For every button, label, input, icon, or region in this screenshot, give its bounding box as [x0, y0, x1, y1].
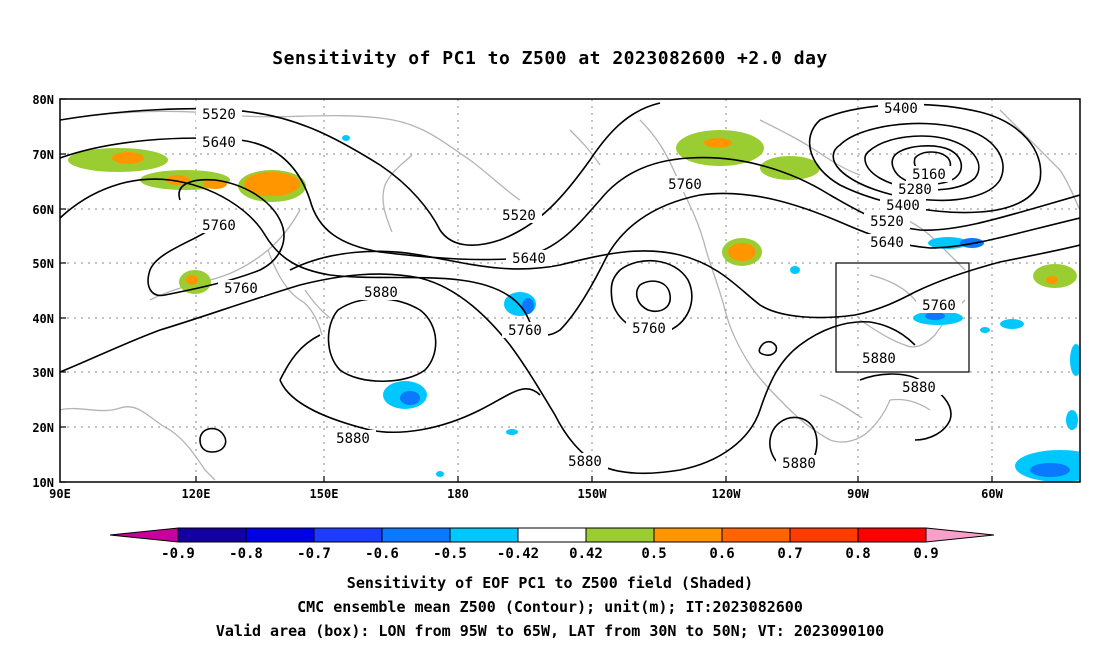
contour-label-5640: 5640	[512, 251, 546, 267]
contour-label-5640: 5640	[202, 135, 236, 151]
colorbar: -0.9 -0.8 -0.7 -0.6 -0.5 -0.42 0.42 0.5 …	[109, 527, 995, 562]
plot-border	[59, 98, 1081, 483]
contour-label-5880: 5880	[364, 285, 398, 301]
contour-label-5880: 5880	[568, 454, 602, 470]
lon-label-120w: 120W	[712, 487, 742, 501]
colorbar-label: 0.9	[913, 546, 938, 562]
lat-label-80n: 80N	[32, 93, 54, 107]
colorbar-label: 0.5	[641, 546, 666, 562]
contour-label-5760: 5760	[202, 218, 236, 234]
colorbar-label: 0.8	[845, 546, 870, 562]
contour-label-5520: 5520	[202, 107, 236, 123]
contour-label-5880: 5880	[782, 456, 816, 472]
lon-label-60w: 60W	[981, 487, 1003, 501]
colorbar-bin-4	[381, 527, 451, 543]
colorbar-bin-11	[857, 527, 927, 543]
colorbar-label: -0.9	[161, 546, 195, 562]
lat-label-20n: 20N	[32, 421, 54, 435]
valid-area-box	[835, 262, 970, 373]
contour-label-5760: 5760	[508, 323, 542, 339]
lon-label-180: 180	[447, 487, 469, 501]
longitude-labels: 90E 120E 150E 180 150W 120W 90W 60W	[49, 487, 1003, 501]
caption-contour: CMC ensemble mean Z500 (Contour); unit(m…	[297, 598, 803, 616]
lon-label-150w: 150W	[578, 487, 608, 501]
contour-label-5880: 5880	[862, 351, 896, 367]
colorbar-bin-3	[313, 527, 383, 543]
contour-label-5880: 5880	[336, 431, 370, 447]
contour-label-5160: 5160	[912, 167, 946, 183]
plot-area	[60, 99, 1080, 482]
colorbar-label: -0.7	[297, 546, 331, 562]
colorbar-label: 0.7	[777, 546, 802, 562]
colorbar-left-triangle	[109, 527, 179, 543]
contour-label-5760: 5760	[632, 321, 666, 337]
contour-label-5760: 5760	[668, 177, 702, 193]
lat-label-10n: 10N	[32, 476, 54, 490]
colorbar-right-triangle	[925, 527, 995, 543]
lon-label-150e: 150E	[310, 487, 339, 501]
lat-label-50n: 50N	[32, 257, 54, 271]
colorbar-bin-9	[721, 527, 791, 543]
lat-label-70n: 70N	[32, 148, 54, 162]
lat-label-30n: 30N	[32, 366, 54, 380]
figure-title: Sensitivity of PC1 to Z500 at 2023082600…	[272, 48, 828, 69]
caption-shading: Sensitivity of EOF PC1 to Z500 field (Sh…	[346, 574, 754, 592]
colorbar-bin-1	[177, 527, 247, 543]
colorbar-label: 0.42	[569, 546, 603, 562]
caption-valid-area: Valid area (box): LON from 95W to 65W, L…	[215, 622, 885, 640]
colorbar-bin-8	[653, 527, 723, 543]
lon-label-90w: 90W	[847, 487, 869, 501]
contour-label-5400: 5400	[886, 198, 920, 214]
lat-label-60n: 60N	[32, 203, 54, 217]
lon-label-120e: 120E	[182, 487, 211, 501]
contour-label-5760: 5760	[922, 298, 956, 314]
contour-label-5400: 5400	[884, 101, 918, 117]
contour-labels: 5520 5640 5760 5760 5880 5520 5640 5760 …	[196, 100, 962, 472]
colorbar-bin-7	[585, 527, 655, 543]
colorbar-label: -0.5	[433, 546, 467, 562]
lat-label-40n: 40N	[32, 312, 54, 326]
contour-label-5760: 5760	[224, 281, 258, 297]
colorbar-label: -0.6	[365, 546, 399, 562]
contour-label-5520: 5520	[870, 214, 904, 230]
contour-label-5880: 5880	[902, 380, 936, 396]
colorbar-bin-2	[245, 527, 315, 543]
colorbar-label: -0.42	[497, 546, 539, 562]
colorbar-bin-6	[517, 527, 587, 543]
contour-label-5520: 5520	[502, 208, 536, 224]
latitude-labels: 80N 70N 60N 50N 40N 30N 20N 10N	[32, 93, 54, 490]
colorbar-label: -0.8	[229, 546, 263, 562]
lon-label-90e: 90E	[49, 487, 71, 501]
contour-label-5640: 5640	[870, 235, 904, 251]
axis-ticks	[60, 98, 993, 483]
contour-label-5280: 5280	[898, 182, 932, 198]
coastlines	[60, 109, 1080, 481]
colorbar-label: 0.6	[709, 546, 734, 562]
colorbar-bin-5	[449, 527, 519, 543]
colorbar-bin-10	[789, 527, 859, 543]
